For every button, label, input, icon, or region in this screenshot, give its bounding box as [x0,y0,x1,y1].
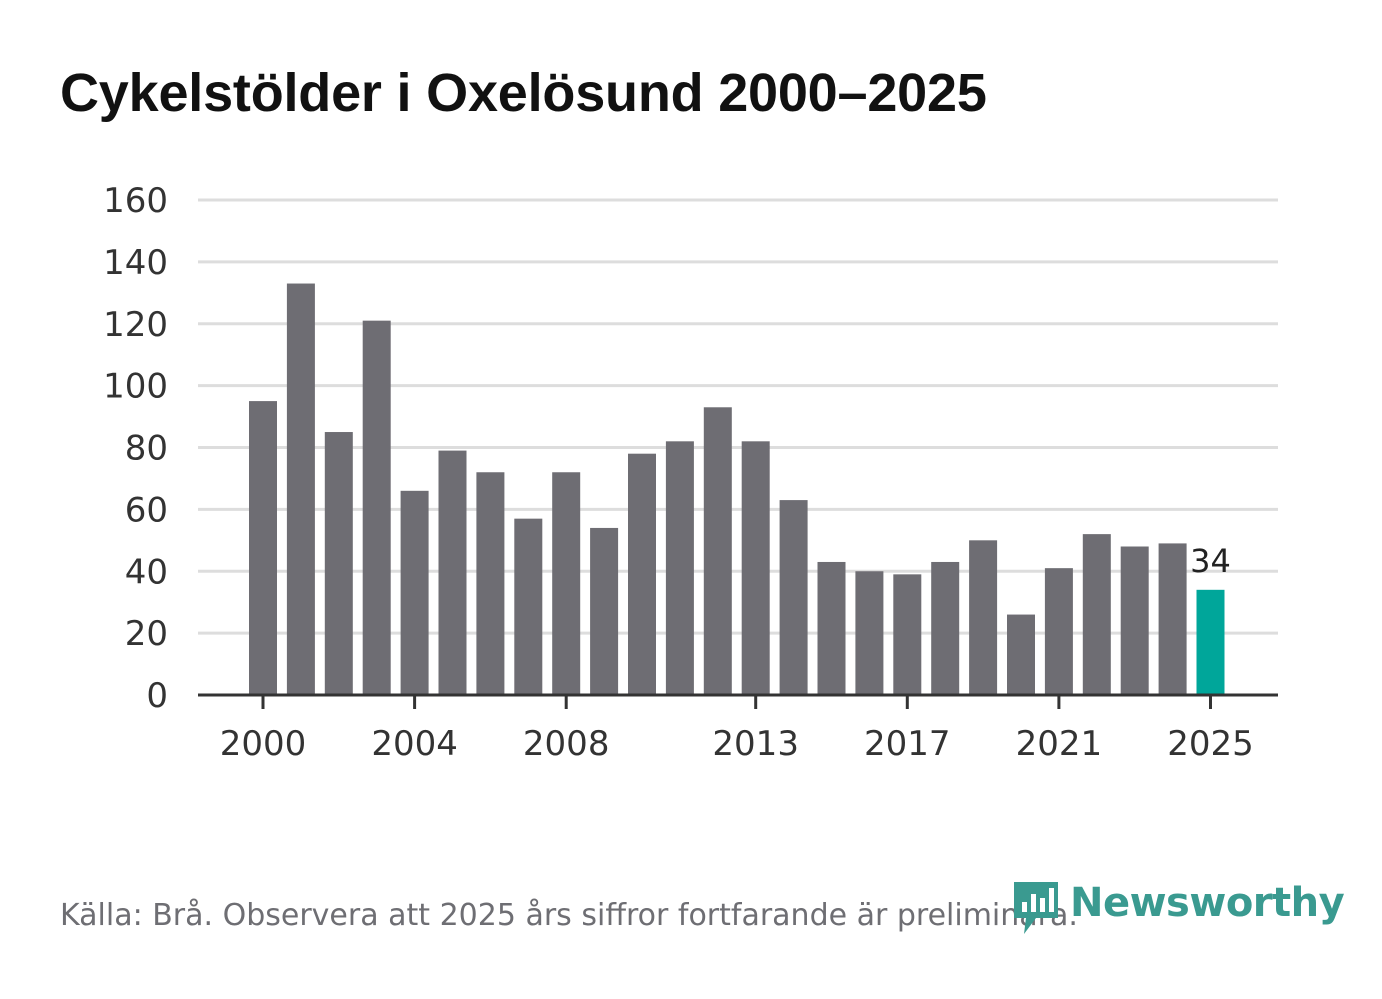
page-title: Cykelstölder i Oxelösund 2000–2025 [60,63,987,123]
x-tick-label: 2000 [220,724,307,764]
x-tick-label: 2025 [1167,724,1254,764]
x-tick-label: 2021 [1016,724,1103,764]
bar-2003 [362,320,391,695]
bar-2017 [893,574,922,695]
y-tick-label: 20 [125,614,168,654]
bar-2000 [249,401,277,695]
newsworthy-logo[interactable]: Newsworthy [1010,878,1345,938]
bar-2006 [476,472,505,695]
y-tick-label: 40 [125,552,168,592]
bar-2001 [286,283,315,695]
y-tick-label: 80 [125,429,168,469]
x-axis-ticks: 2000 2004 2008 2013 2017 2021 2025 [220,695,1254,764]
bar-2012 [703,407,732,695]
bar-2024 [1158,543,1187,695]
bar-2021 [1044,568,1073,695]
bar-2004 [400,490,429,695]
bar-2007 [514,518,543,695]
y-tick-label: 0 [146,676,168,716]
bar-2008 [552,472,581,695]
bar-2020 [1007,614,1035,695]
bar-2015 [817,561,846,695]
x-tick-label: 2013 [712,724,799,764]
bar-2019 [969,540,998,695]
y-tick-label: 60 [125,490,168,530]
bar-2023 [1120,546,1149,695]
x-tick-label: 2017 [864,724,951,764]
grid-lines [198,198,1278,635]
y-axis-ticks: 0 20 40 60 80 100 120 140 160 [103,181,168,716]
bar-2005 [438,450,467,695]
bar-2010 [628,453,656,695]
bar-2009 [590,527,619,695]
source-note: Källa: Brå. Observera att 2025 års siffr… [60,898,1078,933]
value-label: 34 [1190,542,1231,580]
bar-2014 [779,500,808,695]
bar-2002 [324,432,353,695]
y-tick-label: 100 [103,367,168,407]
y-tick-label: 140 [103,243,168,283]
bar-chart-badge-icon [1014,882,1058,934]
bar-2016 [855,571,884,695]
y-tick-label: 120 [103,305,168,345]
x-tick-label: 2008 [523,724,610,764]
brand-name: Newsworthy [1070,880,1345,926]
bar-2018 [931,561,960,695]
bar-2011 [665,441,694,695]
bar-2013 [741,441,770,695]
bar-2022 [1082,534,1111,695]
x-tick-label: 2004 [371,724,458,764]
y-tick-label: 160 [103,181,168,221]
bars [249,283,1225,695]
bar-2025 [1196,589,1225,695]
